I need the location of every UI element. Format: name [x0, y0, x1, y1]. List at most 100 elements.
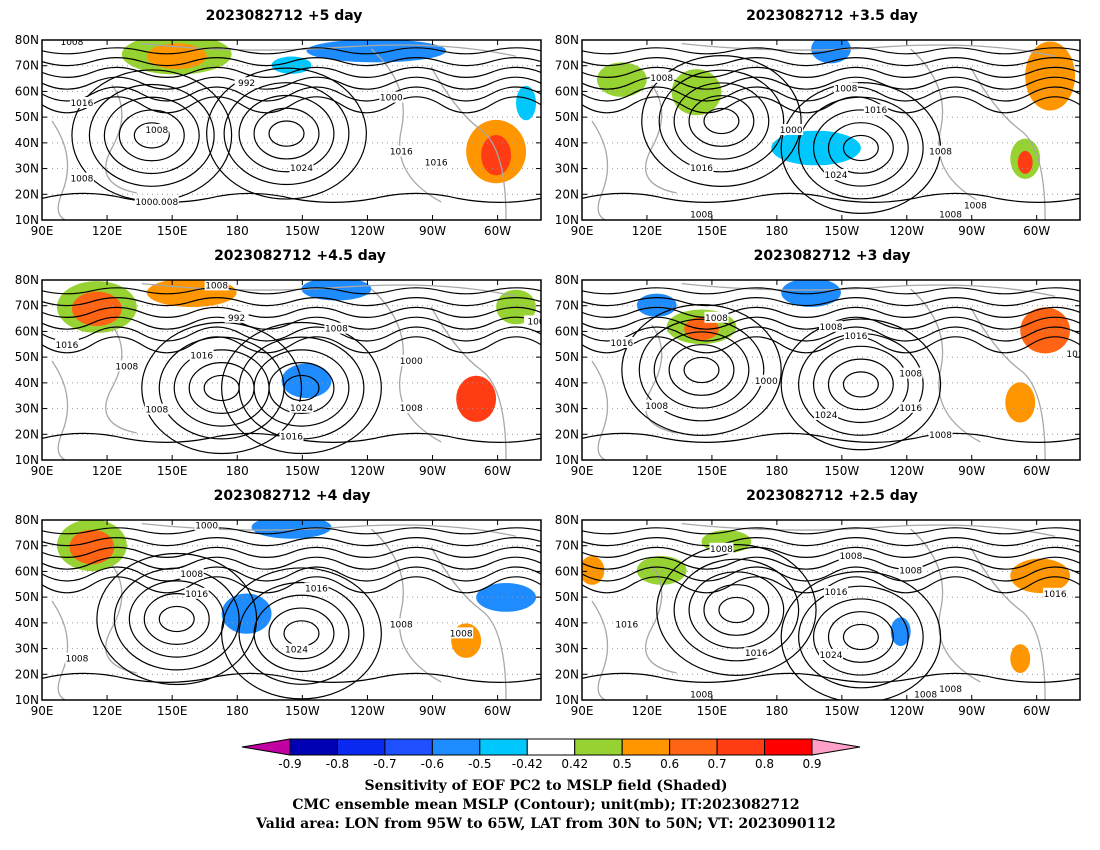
lat-tick-label: 80N [555, 33, 579, 47]
isobar-contour [718, 596, 755, 624]
sensitivity-shading [582, 556, 605, 585]
lat-tick-label: 40N [15, 376, 39, 390]
contour-label-background [938, 208, 963, 220]
lat-tick-label: 20N [15, 667, 39, 681]
isobar-contour [582, 86, 1080, 102]
lon-tick-label: 120E [632, 464, 663, 478]
contour-label-background [64, 652, 89, 664]
contour-label-background [898, 564, 923, 576]
contour-label: 1016 [390, 148, 413, 158]
sensitivity-shading [221, 593, 272, 634]
isobar-contour [582, 297, 1080, 307]
contour-label-background [449, 627, 474, 639]
contour-label: 1008 [450, 629, 473, 639]
isobar-contour [582, 432, 1080, 443]
contour-label: 1008 [899, 370, 922, 380]
lat-tick-label: 70N [555, 59, 579, 73]
lon-tick-label: 90E [31, 464, 54, 478]
lon-tick-label: 180 [765, 464, 788, 478]
contour-label-background [144, 124, 169, 135]
lon-tick-label: 120W [889, 464, 924, 478]
contour-label: 1008 [929, 431, 952, 441]
isobar-contour [827, 122, 894, 174]
contour-label-background [928, 428, 953, 440]
contour-label: 1016 [305, 584, 328, 594]
isobar-contour [221, 567, 382, 700]
contour-label: 1016 [899, 404, 922, 414]
contour-label: 1008 [205, 281, 228, 291]
isobar-contour [673, 558, 800, 662]
isobar-contour [128, 580, 225, 658]
lat-tick-label: 60N [555, 84, 579, 98]
lat-tick-label: 70N [555, 299, 579, 313]
contour-label-background [144, 403, 169, 415]
isobar-contour [143, 593, 210, 645]
isobar-contour [42, 576, 541, 594]
lon-tick-label: 90E [571, 224, 594, 238]
contour-label-background [938, 683, 963, 695]
contour-label-background [189, 349, 214, 361]
isobar-contour [582, 57, 1080, 67]
sensitivity-shading [1020, 307, 1071, 354]
colorbar-label: 0.9 [802, 757, 821, 771]
colorbar-swatch [716, 738, 766, 756]
isobar-contour [253, 349, 350, 427]
isobar-contour [688, 95, 755, 147]
contour-label-background [524, 315, 541, 327]
contour-label-background [823, 586, 848, 597]
lat-tick-label: 60N [15, 324, 39, 338]
contour-label-background [689, 208, 714, 220]
colorbar-swatch [336, 738, 386, 756]
colorbar-swatch [669, 738, 718, 756]
lat-tick-label: 40N [555, 376, 579, 390]
lon-tick-label: 150E [157, 704, 188, 718]
sensitivity-shading [1005, 382, 1036, 423]
colorbar-swatch [574, 738, 623, 756]
sensitivity-shading [811, 40, 851, 64]
lon-tick-label: 90W [958, 464, 985, 478]
lat-tick-label: 60N [15, 564, 39, 578]
coastline [370, 288, 442, 443]
lon-tick-label: 90E [571, 704, 594, 718]
sensitivity-shading [69, 529, 115, 565]
colorbar-label: -0.6 [421, 757, 444, 771]
contour-label-background [963, 199, 988, 211]
isobar-contour [42, 306, 541, 318]
isobar-contour [221, 321, 382, 455]
isobar-contour [582, 306, 1080, 318]
contour-label-background [54, 338, 79, 350]
coastline [644, 84, 677, 194]
coastline [969, 546, 1046, 700]
isobar-contour [641, 55, 802, 187]
colorbar-label: -0.8 [326, 757, 349, 771]
isobar-contour [42, 556, 541, 570]
isobar-contour [653, 331, 750, 409]
lat-tick-label: 50N [555, 350, 579, 364]
contour-label-background [289, 401, 314, 413]
lat-tick-label: 70N [555, 539, 579, 553]
lat-tick-label: 40N [15, 136, 39, 150]
coastline [370, 48, 442, 203]
contour-label-background [69, 97, 94, 108]
lat-tick-label: 20N [555, 667, 579, 681]
contour-label: 1016 [825, 588, 848, 598]
contour-label-background [389, 145, 414, 157]
lon-tick-label: 150W [824, 464, 859, 478]
map-panel-4: 2023082712 +3 day10081016100810161000100… [555, 248, 1081, 478]
contour-label: 1016 [190, 352, 213, 362]
contour-label: 1016 [425, 158, 448, 168]
isobar-contour [268, 362, 335, 414]
isobar-contour [703, 584, 770, 636]
map-frame [41, 279, 542, 461]
contour-label: 1000 [135, 198, 158, 208]
isobar-contour [42, 66, 541, 78]
sensitivity-shading [146, 43, 207, 70]
contour-label-background [154, 196, 179, 207]
isobar-contour [42, 76, 541, 90]
caption-line: CMC ensemble mean MSLP (Contour); unit(m… [292, 797, 799, 813]
isobar-contour [42, 316, 541, 330]
colorbar-swatch [479, 738, 528, 756]
contour-label: 1024 [825, 171, 848, 181]
panel-title: 2023082712 +4 day [214, 488, 371, 504]
contour-label-background [644, 400, 669, 411]
